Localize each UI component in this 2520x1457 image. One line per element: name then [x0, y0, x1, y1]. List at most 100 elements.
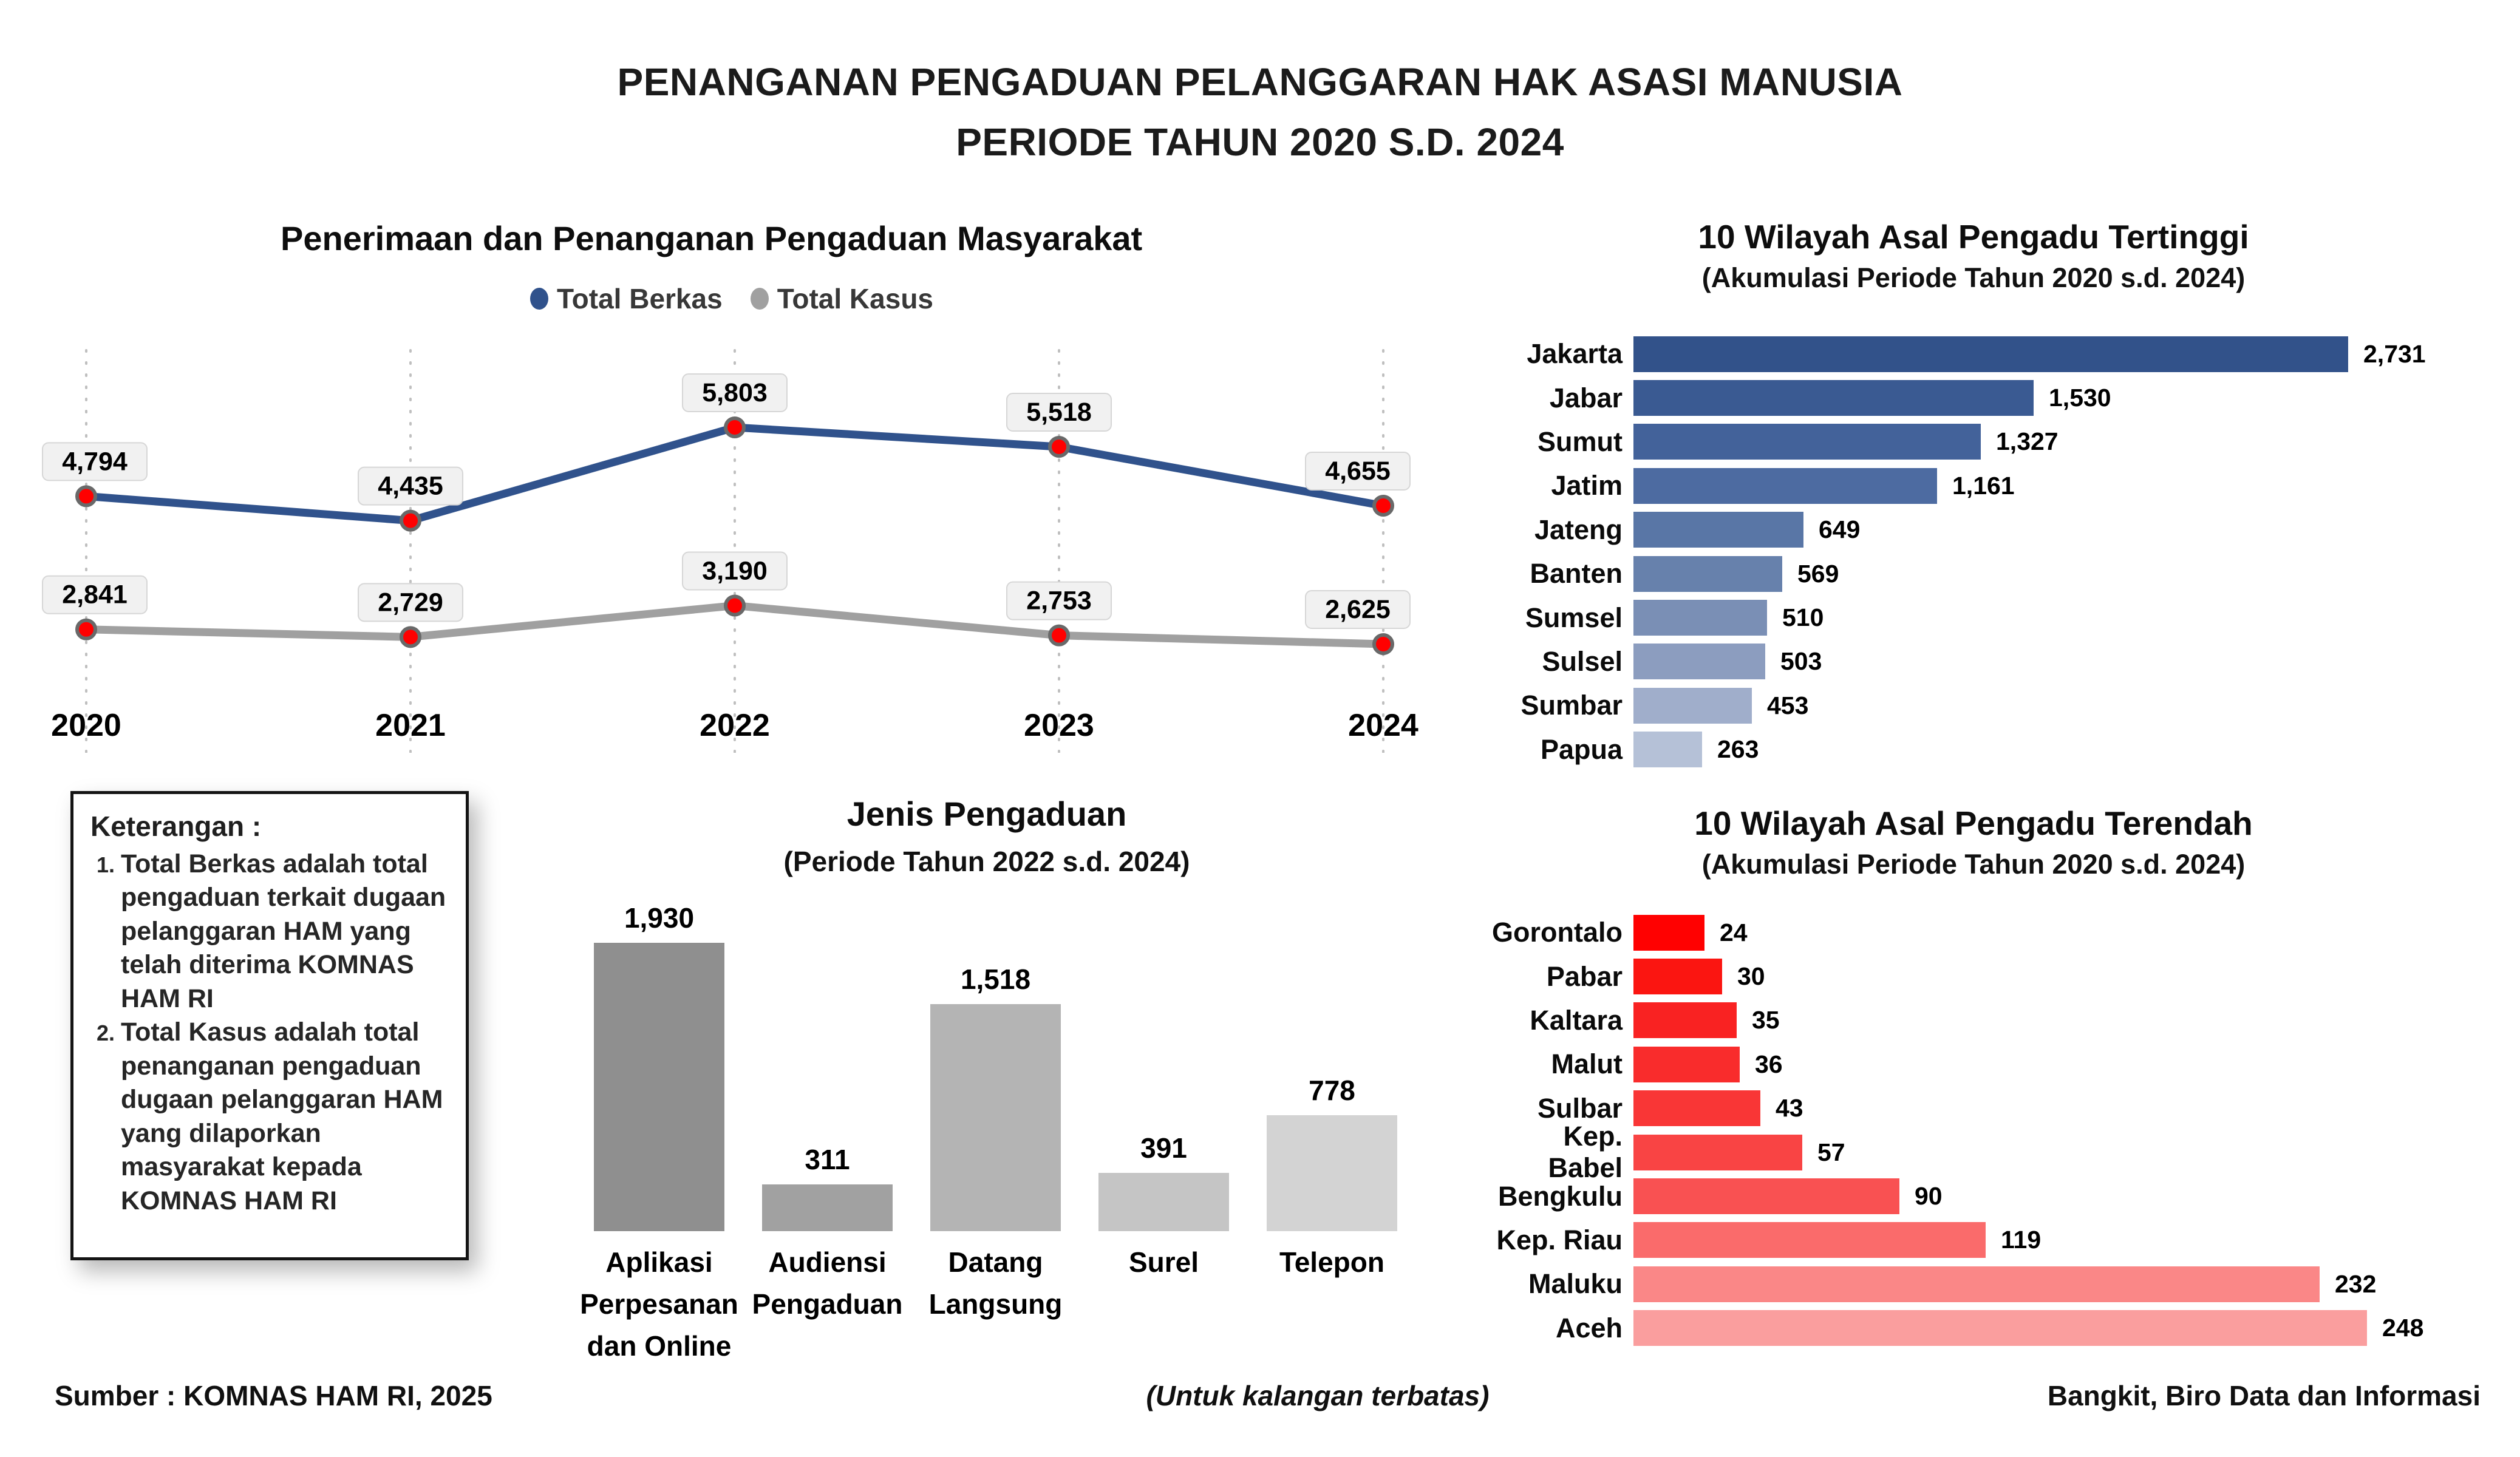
bar-category-line: Audiensi — [768, 1246, 887, 1278]
bar — [594, 943, 724, 1231]
data-label: 2,729 — [378, 588, 443, 617]
bar-track: 35 — [1633, 1002, 2508, 1039]
bar-row: Jateng 649 — [1482, 508, 2508, 552]
bar-group: 311 Audiensi Pengaduan — [752, 943, 903, 1320]
data-label: 5,803 — [702, 378, 768, 407]
data-label: 4,435 — [378, 472, 443, 501]
line-chart: 2020 2021 2022 2023 2024 4,794 4,435 5,803 5,518… — [42, 349, 1418, 753]
bar-row: Bengkulu 90 — [1482, 1174, 2508, 1218]
bar — [1633, 644, 1765, 680]
tertinggi-chart-subtitle: (Akumulasi Periode Tahun 2020 s.d. 2024) — [1701, 262, 2246, 293]
bar-value-label: 1,530 — [2049, 384, 2111, 412]
tertinggi-chart-title: 10 Wilayah Asal Pengadu Tertinggi — [1698, 218, 2249, 256]
data-point-marker — [400, 509, 421, 532]
bar-group: 1,518 Datang Langsung — [929, 943, 1063, 1320]
bar-category-label: Bengkulu — [1497, 1180, 1623, 1212]
bar-value-label: 90 — [1915, 1182, 1943, 1211]
bar-category-label: Sumbar — [1521, 690, 1623, 721]
data-point-marker — [724, 594, 746, 617]
bar — [1633, 959, 1722, 995]
bar-track: 649 — [1633, 512, 2508, 548]
bar-track: 569 — [1633, 555, 2508, 592]
bar-track: 90 — [1633, 1178, 2508, 1215]
bar-category-label: Kep. Riau — [1496, 1224, 1623, 1255]
data-label-box — [358, 583, 463, 622]
x-axis-year-label: 2020 — [51, 708, 121, 743]
bar-row: Sumut 1,327 — [1482, 420, 2508, 464]
bar-track: 119 — [1633, 1222, 2508, 1258]
bar-track: 232 — [1633, 1266, 2508, 1302]
bar-value-label: 232 — [2335, 1269, 2377, 1298]
x-axis-year-label: 2022 — [700, 708, 770, 743]
data-label-box — [42, 575, 148, 614]
bar-row: Papua 263 — [1482, 728, 2508, 772]
data-label-box — [682, 551, 788, 591]
bar — [762, 1184, 893, 1231]
legend-label: Total Berkas — [556, 283, 723, 314]
bar-value-label: 24 — [1720, 918, 1748, 946]
page-title-line1: PENANGANAN PENGADUAN PELANGGARAN HAK ASA… — [617, 60, 1903, 104]
bar-category-label: Aplikasi Perpesanan dan Online — [568, 1241, 751, 1367]
bar-category-line: Perpesanan — [580, 1288, 738, 1320]
page-title-line2: PERIODE TAHUN 2020 S.D. 2024 — [956, 120, 1564, 165]
bar — [930, 1004, 1061, 1231]
data-label: 4,655 — [1325, 457, 1391, 486]
bar-track: 453 — [1633, 687, 2508, 724]
bar-category-label: Jatim — [1551, 470, 1623, 501]
bar-row: Kep. Babel 57 — [1482, 1121, 2508, 1183]
data-point-marker — [400, 626, 421, 648]
bar-category-line: Surel — [1128, 1246, 1199, 1278]
jenis-chart-title: Jenis Pengaduan — [846, 795, 1127, 833]
bar-row: Sumbar 453 — [1482, 684, 2508, 727]
bar-value-label: 248 — [2382, 1314, 2424, 1342]
legend-dot-icon — [750, 288, 769, 310]
data-point-marker — [1372, 633, 1394, 655]
bar-value-label: 35 — [1752, 1006, 1780, 1034]
x-axis-year-label: 2021 — [375, 708, 446, 743]
bar-category-label: Pabar — [1546, 960, 1623, 992]
data-point-marker — [1048, 436, 1070, 458]
bar-group: 778 Telepon — [1267, 943, 1397, 1278]
data-label-box — [1006, 581, 1112, 620]
legend-dot-icon — [530, 288, 548, 310]
bar-row: Jakarta 2,731 — [1482, 332, 2508, 376]
keterangan-item: Total Kasus adalah total penanganan peng… — [121, 1016, 455, 1218]
bar — [1633, 1222, 1986, 1258]
bar-category-label: Banten — [1530, 558, 1623, 589]
bar-track: 57 — [1633, 1134, 2508, 1170]
bar-value-label: 569 — [1797, 559, 1839, 588]
bar-value-label: 391 — [1140, 1132, 1187, 1164]
bar — [1633, 1046, 1740, 1082]
legend-item: Total Kasus — [750, 282, 933, 315]
footer-author: Bangkit, Biro Data dan Informasi — [2047, 1380, 2481, 1411]
bar-row: Banten 569 — [1482, 552, 2508, 596]
bar-value-label: 263 — [1717, 735, 1759, 764]
bar-category-label: Maluku — [1528, 1268, 1623, 1300]
data-label: 2,753 — [1026, 586, 1092, 616]
bar-value-label: 43 — [1776, 1094, 1803, 1122]
bar — [1098, 1173, 1229, 1231]
x-axis-year-label: 2024 — [1348, 708, 1418, 743]
bar-category-label: Jakarta — [1527, 338, 1623, 370]
bar-category-line: Telepon — [1279, 1246, 1384, 1278]
bar-value-label: 1,518 — [960, 963, 1031, 995]
bar-category-label: Jabar — [1549, 382, 1623, 413]
bar-category-label: Telepon — [1241, 1241, 1423, 1283]
footer-restriction: (Untuk kalangan terbatas) — [1146, 1380, 1490, 1411]
bar-track: 1,327 — [1633, 424, 2508, 460]
bar-track: 503 — [1633, 644, 2508, 680]
data-label-box — [682, 373, 788, 412]
bar-value-label: 30 — [1737, 962, 1765, 991]
bar-row: Pabar 30 — [1482, 954, 2508, 998]
legend-item: Total Berkas — [530, 282, 723, 315]
bar-category-line: dan Online — [587, 1330, 732, 1362]
bar-value-label: 119 — [2001, 1226, 2042, 1254]
bar — [1633, 914, 1704, 951]
bar — [1633, 336, 2348, 372]
footer-source: Sumber : KOMNAS HAM RI, 2025 — [55, 1380, 492, 1411]
keterangan-list: Total Berkas adalah total pengaduan terk… — [90, 847, 455, 1218]
legend-label: Total Kasus — [777, 283, 933, 314]
bar-row: Kep. Riau 119 — [1482, 1218, 2508, 1262]
bar-row: Sulsel 503 — [1482, 640, 2508, 684]
